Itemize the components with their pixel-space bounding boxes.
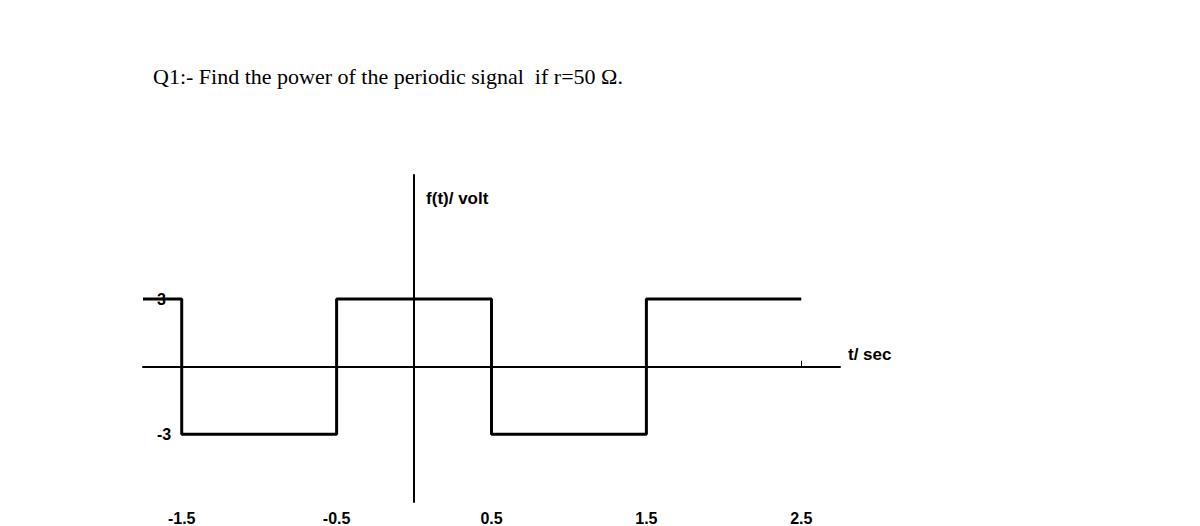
svg-text:t/ sec: t/ sec [848, 345, 891, 364]
svg-text:-0.5: -0.5 [323, 510, 351, 526]
svg-text:-1.5: -1.5 [168, 510, 196, 526]
svg-text:Q1:- Find the power of the per: Q1:- Find the power of the periodic sign… [153, 64, 623, 89]
svg-text:-3: -3 [157, 426, 171, 443]
svg-text:f(t)/ volt: f(t)/ volt [426, 189, 489, 208]
svg-text:0.5: 0.5 [480, 510, 502, 526]
svg-text:2.5: 2.5 [790, 510, 812, 526]
svg-text:3: 3 [157, 290, 166, 308]
svg-text:1.5: 1.5 [635, 510, 657, 526]
